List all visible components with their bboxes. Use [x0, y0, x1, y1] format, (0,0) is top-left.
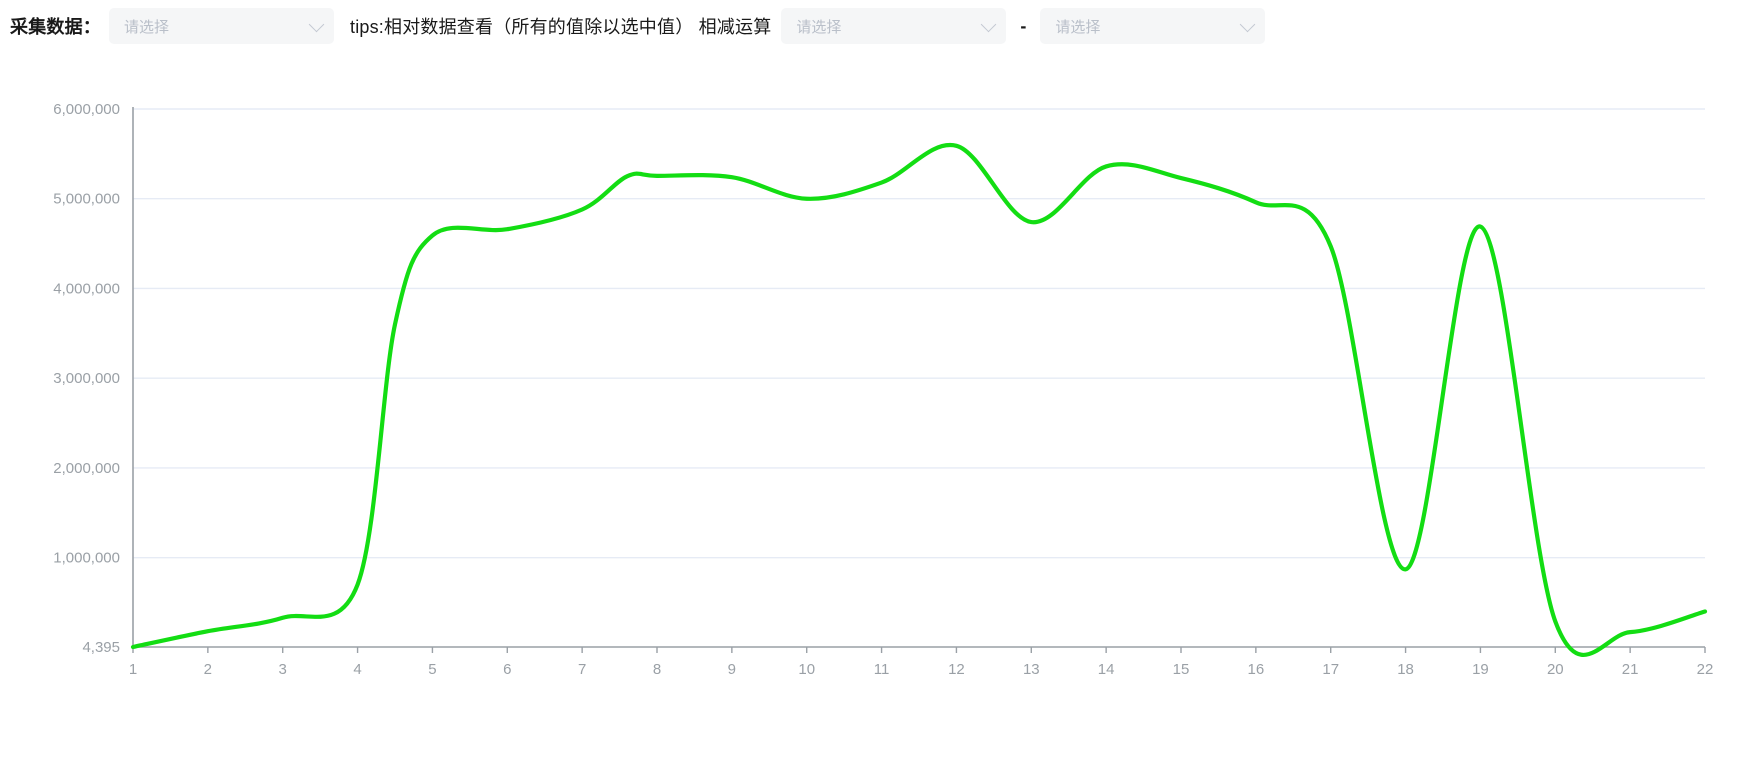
- x-axis-tick-label: 10: [798, 661, 815, 678]
- subtract-subtrahend-select[interactable]: 请选择: [1040, 8, 1266, 44]
- toolbar: 采集数据： 请选择 tips:相对数据查看（所有的值除以选中值） 相减运算 请选…: [0, 0, 1739, 52]
- x-axis-tick-label: 19: [1472, 661, 1489, 678]
- x-axis-tick-label: 12: [948, 661, 965, 678]
- x-axis-tick-label: 4: [353, 661, 361, 678]
- x-axis-tick-label: 13: [1023, 661, 1040, 678]
- y-axis-tick-label: 3,000,000: [53, 370, 120, 387]
- x-axis-tick-label: 9: [728, 661, 736, 678]
- collect-data-select-placeholder: 请选择: [124, 18, 170, 36]
- x-axis-tick-label: 5: [428, 661, 436, 678]
- subtract-subtrahend-select-placeholder: 请选择: [1055, 18, 1101, 36]
- chevron-down-icon: [308, 16, 325, 33]
- y-axis-tick-label: 6,000,000: [53, 101, 120, 118]
- y-axis-tick-label: 4,395: [82, 639, 120, 656]
- x-axis-tick-label: 11: [874, 661, 890, 678]
- y-axis-tick-label: 5,000,000: [53, 191, 120, 208]
- chevron-down-icon: [1240, 16, 1256, 33]
- x-axis-tick-label: 2: [204, 661, 212, 678]
- minus-separator: -: [1020, 16, 1027, 36]
- x-axis-tick-label: 6: [503, 661, 511, 678]
- x-axis-tick-label: 1: [129, 661, 137, 678]
- x-axis-tick-label: 8: [653, 661, 661, 678]
- tips-text: tips:相对数据查看（所有的值除以选中值） 相减运算: [350, 17, 772, 37]
- x-axis-tick-label: 14: [1098, 661, 1115, 678]
- x-axis-tick-label: 18: [1397, 661, 1414, 678]
- x-axis-tick-label: 22: [1697, 661, 1714, 678]
- y-axis-tick-label: 4,000,000: [53, 280, 120, 297]
- x-axis-tick-label: 17: [1322, 661, 1339, 678]
- subtract-minuend-select-placeholder: 请选择: [796, 18, 842, 36]
- x-axis-tick-label: 3: [279, 661, 287, 678]
- y-axis-tick-label: 2,000,000: [53, 460, 120, 477]
- x-axis-tick-label: 20: [1547, 661, 1564, 678]
- x-axis-tick-label: 21: [1622, 661, 1639, 678]
- line-chart-canvas: 4,395 1,000,000 2,000,000 3,000,000 4,000,00…: [53, 101, 1714, 678]
- subtract-minuend-select[interactable]: 请选择: [781, 8, 1007, 44]
- x-axis-tick-label: 16: [1248, 661, 1265, 678]
- series-line-采集数据: [130, 142, 1708, 657]
- line-chart[interactable]: 4,395 1,000,000 2,000,000 3,000,000 4,000,00…: [0, 52, 1739, 757]
- x-axis-tick-label: 15: [1173, 661, 1190, 678]
- collect-data-label: 采集数据：: [10, 17, 101, 37]
- collect-data-select[interactable]: 请选择: [109, 8, 334, 44]
- x-axis-tick-label: 7: [578, 661, 586, 678]
- y-axis-tick-label: 1,000,000: [53, 550, 120, 567]
- chevron-down-icon: [981, 16, 997, 33]
